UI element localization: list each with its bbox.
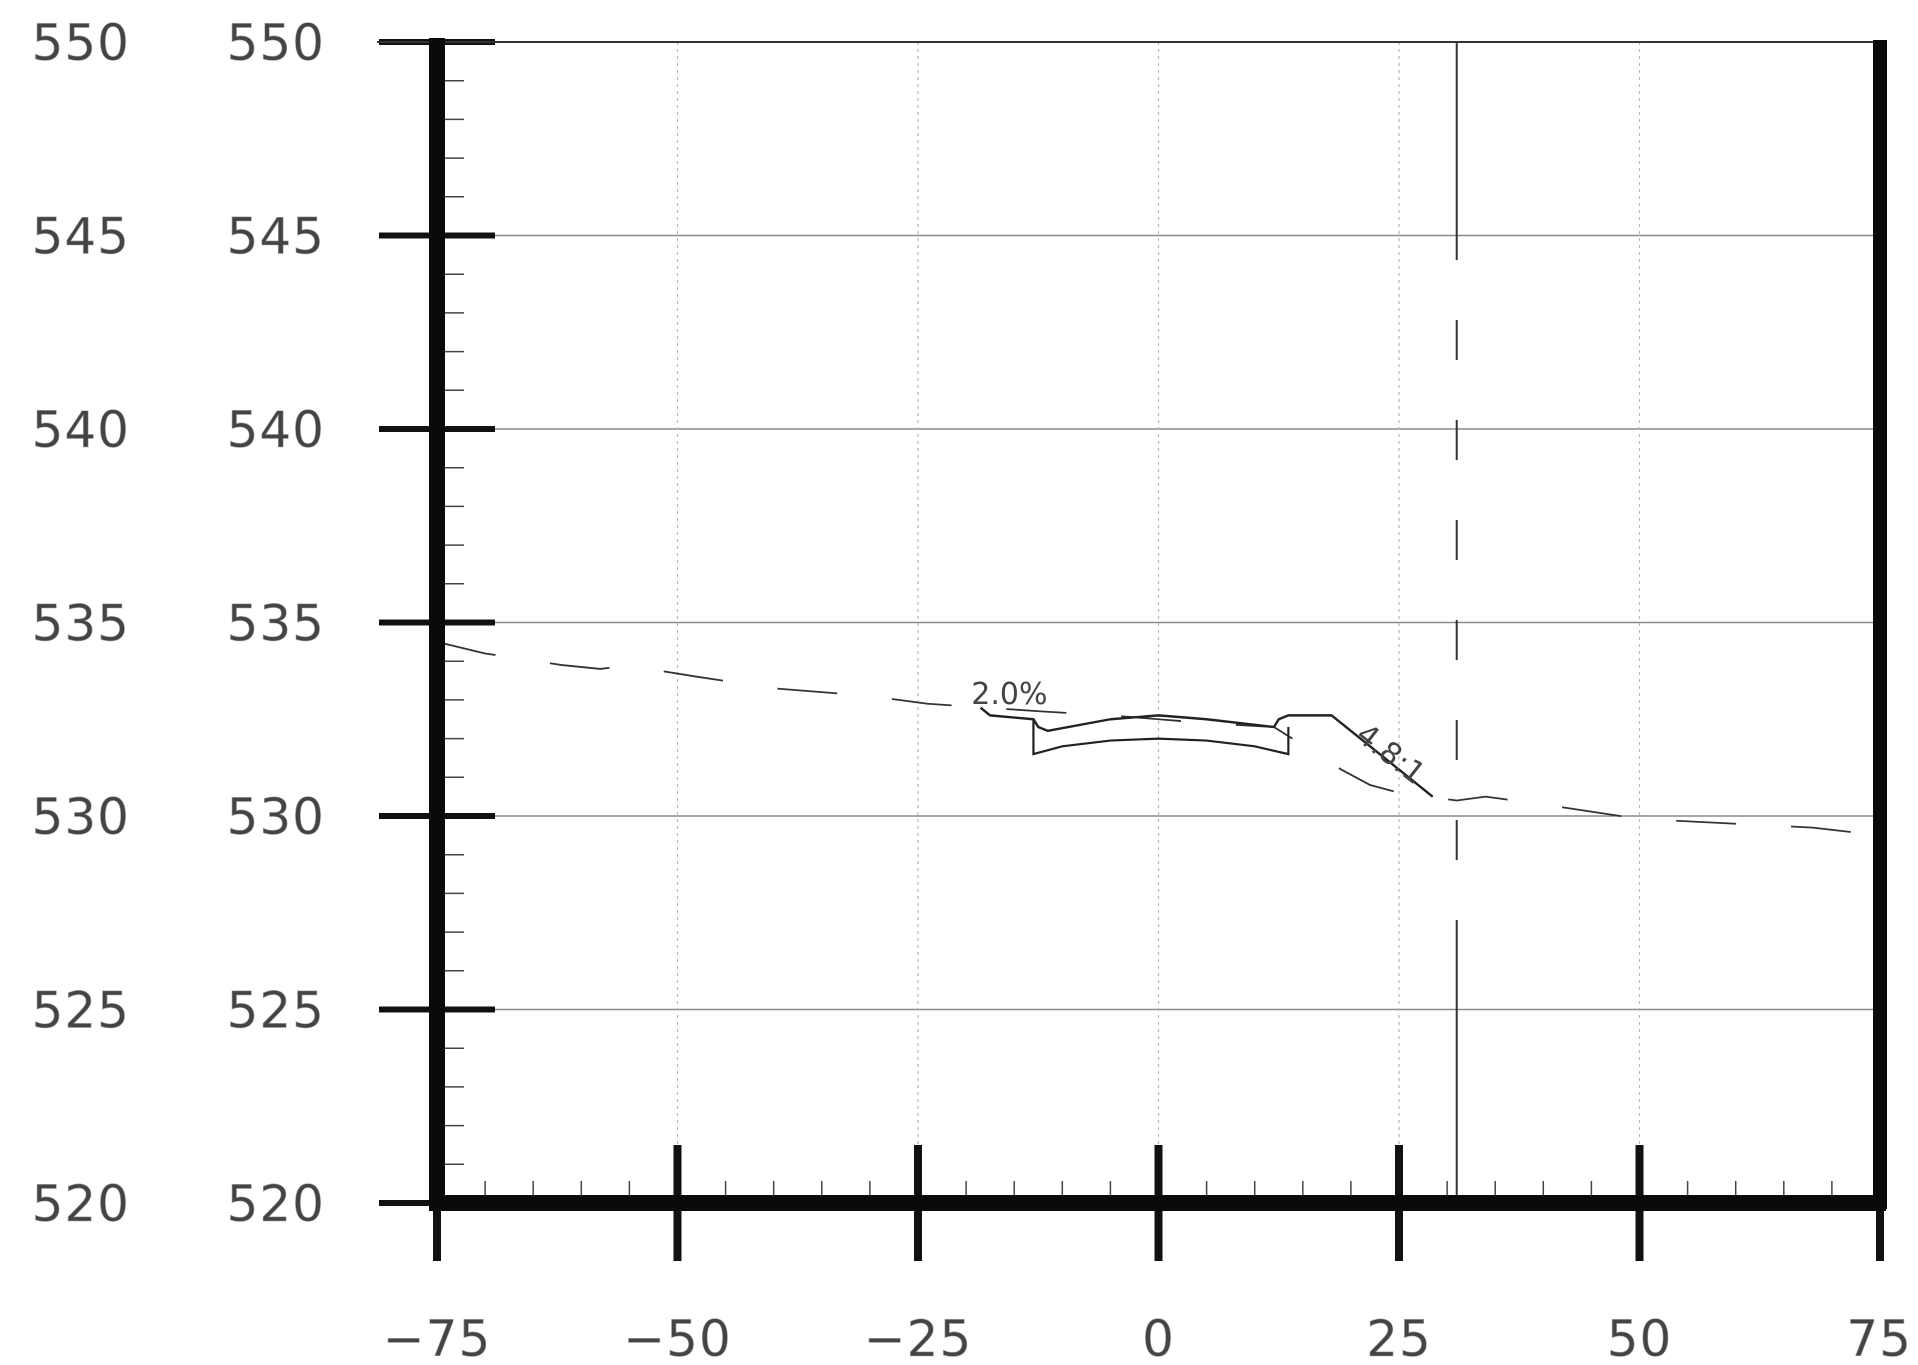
axes-layer — [377, 38, 1887, 1211]
y-tick-label-inner: 530 — [227, 788, 325, 846]
y-tick-label-outer: 520 — [32, 1175, 130, 1233]
x-tick-label: −75 — [383, 1310, 492, 1365]
y-tick-label-inner: 545 — [227, 208, 325, 266]
y-tick-label-outer: 540 — [32, 401, 130, 459]
x-tick-label: 75 — [1846, 1310, 1912, 1365]
ticks-layer — [379, 39, 1884, 1261]
y-tick-label-inner: 525 — [227, 982, 325, 1040]
x-tick-label: 50 — [1607, 1310, 1673, 1365]
grid-layer — [437, 41, 1880, 1203]
y-tick-label-outer: 550 — [32, 14, 130, 72]
labels-layer: 520 520 525 525 530 530 535 535 540 540 545 545 550 5… — [31, 14, 1912, 1365]
x-tick-label: −50 — [623, 1310, 732, 1365]
y-tick-label-outer: 535 — [32, 595, 130, 653]
series-layer — [436, 42, 1881, 1203]
x-tick-label: 25 — [1366, 1310, 1432, 1365]
existing-ground-line — [436, 640, 1881, 837]
y-tick-label-inner: 550 — [227, 14, 325, 72]
x-tick-label: −25 — [864, 1310, 973, 1365]
y-tick-label-inner: 540 — [227, 401, 325, 459]
x-tick-label: 0 — [1142, 1310, 1175, 1365]
slope-annotation: 2.0% — [971, 677, 1047, 712]
y-tick-label-outer: 545 — [32, 208, 130, 266]
y-tick-label-outer: 530 — [32, 788, 130, 846]
y-tick-label-inner: 520 — [227, 1175, 325, 1233]
subgrade-outline — [1032, 719, 1290, 756]
y-tick-label-inner: 535 — [227, 595, 325, 653]
y-tick-label-outer: 525 — [32, 982, 130, 1040]
